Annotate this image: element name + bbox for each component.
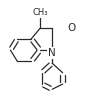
Text: N: N <box>48 48 56 58</box>
Text: CH₃: CH₃ <box>32 8 48 17</box>
Text: O: O <box>67 23 75 33</box>
